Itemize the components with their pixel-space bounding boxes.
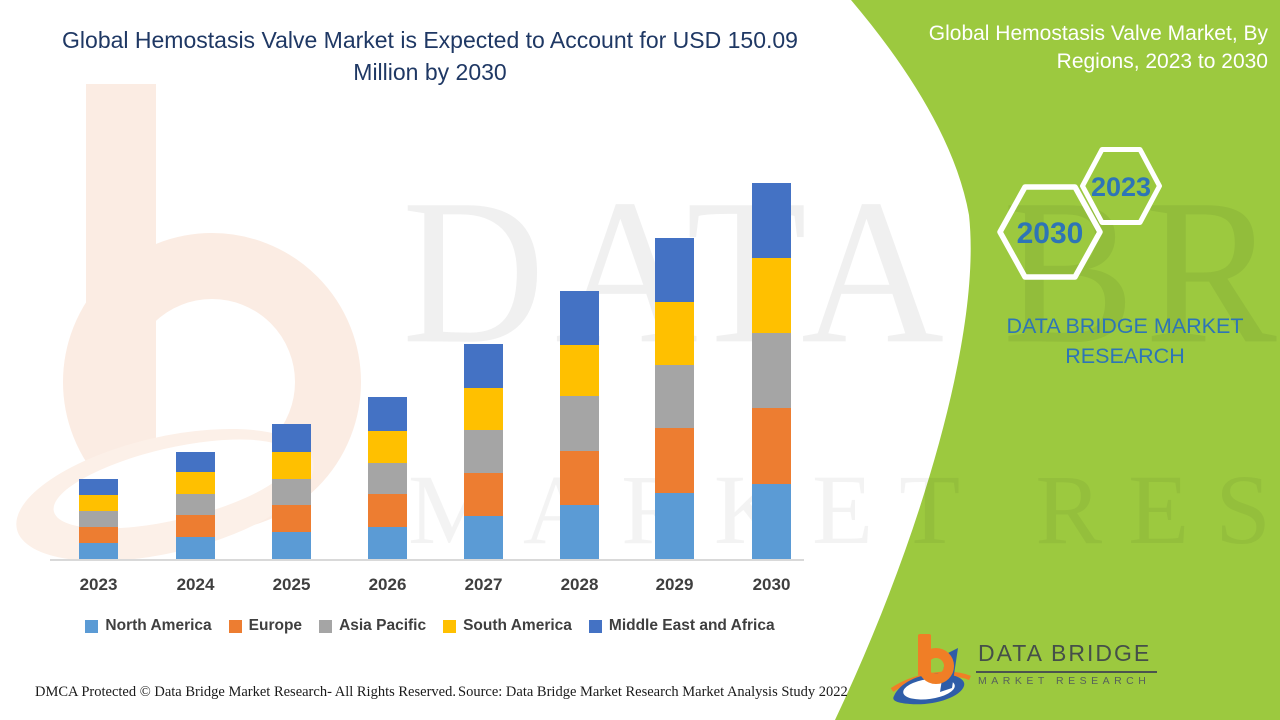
bar-segment-middle-east-and-africa (464, 344, 503, 388)
legend-swatch (588, 619, 602, 633)
bar-segment-europe (464, 473, 503, 516)
bar-segment-europe (752, 408, 791, 484)
bar-segment-south-america (655, 302, 694, 365)
bar-segment-middle-east-and-africa (272, 424, 311, 452)
bar-segment-south-america (752, 258, 791, 333)
bar-segment-asia-pacific (272, 479, 311, 505)
legend-swatch (228, 619, 242, 633)
chart-title: Global Hemostasis Valve Market is Expect… (62, 27, 798, 85)
bar-segment-asia-pacific (560, 396, 599, 451)
legend-label: North America (105, 617, 212, 634)
bar-segment-europe (79, 527, 118, 543)
bar-segment-middle-east-and-africa (752, 183, 791, 258)
bar-segment-south-america (464, 388, 503, 430)
x-axis-label-2023: 2023 (79, 575, 118, 594)
legend-label: Asia Pacific (339, 617, 427, 634)
legend-item-asia-pacific: Asia Pacific (319, 617, 426, 635)
bar-segment-north-america (176, 537, 215, 560)
bar-segment-north-america (368, 527, 407, 560)
bar-segment-asia-pacific (176, 494, 215, 515)
bar-segment-middle-east-and-africa (79, 479, 118, 495)
bar-segment-europe (655, 428, 694, 493)
legend-item-south-america: South America (443, 617, 572, 635)
bar-segment-middle-east-and-africa (176, 452, 215, 472)
bar-segment-north-america (752, 484, 791, 560)
bar-segment-north-america (464, 516, 503, 560)
bar-segment-north-america (560, 505, 599, 560)
bar-segment-europe (176, 515, 215, 537)
x-axis-label-2029: 2029 (655, 575, 694, 594)
data-bridge-logo-icon (890, 634, 971, 705)
legend: North America Europe Asia Pacific South Ame… (40, 617, 820, 635)
bar-segment-north-america (79, 543, 118, 560)
bar-segment-south-america (79, 495, 118, 511)
legend-item-middle-east-and-africa: Middle East and Africa (588, 617, 775, 635)
bar-segment-asia-pacific (464, 430, 503, 473)
bar-segment-asia-pacific (752, 333, 791, 408)
bar-segment-south-america (272, 452, 311, 479)
x-axis-label-2025: 2025 (272, 575, 311, 594)
legend-item-north-america: North America (85, 617, 212, 635)
legend-label: Europe (248, 617, 303, 634)
bar-segment-middle-east-and-africa (560, 291, 599, 345)
bar-segment-europe (368, 494, 407, 527)
bar-segment-europe (272, 505, 311, 532)
bar-segment-asia-pacific (368, 463, 407, 494)
hexagon-2030-outline (997, 184, 1103, 280)
brand-text: DATA BRIDGE MARKET RESEARCH (1006, 314, 1244, 368)
bar-segment-middle-east-and-africa (368, 397, 407, 431)
bar-segment-south-america (368, 431, 407, 463)
x-axis-label-2024: 2024 (176, 575, 215, 594)
x-axis-line (50, 559, 804, 561)
legend-swatch (85, 619, 99, 633)
x-axis-label-2026: 2026 (368, 575, 407, 594)
hexagon-2023-label: 2023 (1091, 172, 1151, 202)
bar-segment-asia-pacific (79, 511, 118, 527)
bar-segment-middle-east-and-africa (655, 238, 694, 302)
legend-swatch (319, 619, 333, 633)
x-axis-label-2028: 2028 (560, 575, 599, 594)
logo-tagline: MARKET RESEARCH (978, 675, 1151, 687)
legend-label: Middle East and Africa (608, 617, 775, 634)
x-axis-label-2027: 2027 (464, 575, 503, 594)
hexagon-2023-outline (1080, 147, 1162, 225)
bar-segment-europe (560, 451, 599, 505)
hexagon-2030-label: 2030 (1017, 217, 1084, 250)
bar-segment-asia-pacific (655, 365, 694, 428)
data-bridge-logo: DATA BRIDGE MARKET RESEARCH (890, 630, 1158, 710)
legend-label: South America (463, 617, 572, 634)
footer-source: Source: Data Bridge Market Research Mark… (458, 684, 848, 700)
bar-segment-north-america (655, 493, 694, 560)
bar-segment-south-america (560, 345, 599, 396)
footer-dmca: DMCA Protected © Data Bridge Market Rese… (35, 684, 456, 700)
legend-item-europe: Europe (228, 617, 303, 635)
legend-swatch (443, 619, 457, 633)
x-axis-label-2030: 2030 (752, 575, 791, 594)
bar-segment-south-america (176, 472, 215, 494)
bar-segment-north-america (272, 532, 311, 560)
side-panel-heading: Global Hemostasis Valve Market, By Regio… (928, 22, 1268, 73)
logo-name: DATA BRIDGE (976, 640, 1158, 673)
